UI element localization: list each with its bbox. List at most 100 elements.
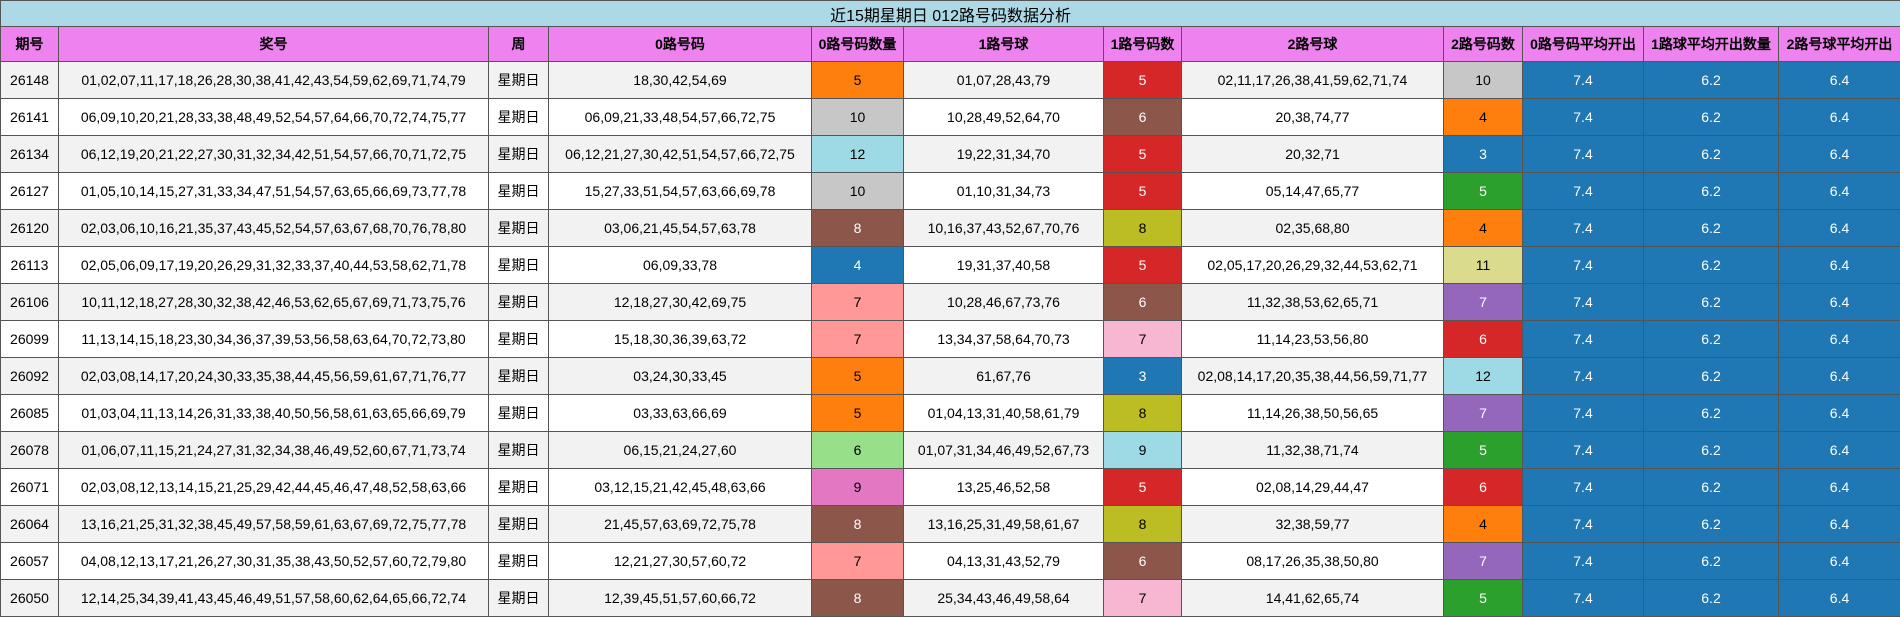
cell: 02,05,17,20,26,29,32,44,53,62,71 <box>1181 246 1444 284</box>
cell: 星期日 <box>488 542 549 580</box>
cell: 6.2 <box>1643 98 1779 136</box>
cell: 3 <box>1103 357 1182 395</box>
cell: 6 <box>1443 320 1523 358</box>
cell: 02,03,08,14,17,20,24,30,33,35,38,44,45,5… <box>58 357 489 395</box>
cell: 06,12,21,27,30,42,51,54,57,66,72,75 <box>548 135 812 173</box>
cell: 11,14,26,38,50,56,65 <box>1181 394 1444 432</box>
column-header: 1路号球 <box>903 26 1104 62</box>
cell: 06,15,21,24,27,60 <box>548 431 812 469</box>
cell: 10,16,37,43,52,67,70,76 <box>903 209 1104 247</box>
column-header: 0路号码 <box>548 26 812 62</box>
cell: 03,33,63,66,69 <box>548 394 812 432</box>
cell: 13,34,37,58,64,70,73 <box>903 320 1104 358</box>
cell: 26120 <box>0 209 59 247</box>
cell: 6.2 <box>1643 394 1779 432</box>
table-title: 近15期星期日 012路号码数据分析 <box>0 0 1900 27</box>
cell: 7.4 <box>1522 468 1644 506</box>
cell: 20,38,74,77 <box>1181 98 1444 136</box>
cell: 06,09,21,33,48,54,57,66,72,75 <box>548 98 812 136</box>
cell: 8 <box>811 579 904 617</box>
cell: 01,05,10,14,15,27,31,33,34,47,51,54,57,6… <box>58 172 489 210</box>
data-row: 26106 10,11,12,18,27,28,30,32,38,42,46,53… <box>0 283 1900 321</box>
cell: 6 <box>811 431 904 469</box>
cell: 3 <box>1443 135 1523 173</box>
cell: 6.2 <box>1643 209 1779 247</box>
cell: 7 <box>1103 579 1182 617</box>
cell: 9 <box>1103 431 1182 469</box>
cell: 02,03,08,12,13,14,15,21,25,29,42,44,45,4… <box>58 468 489 506</box>
cell: 26134 <box>0 135 59 173</box>
cell: 6.2 <box>1643 468 1779 506</box>
cell: 5 <box>1103 172 1182 210</box>
cell: 14,41,62,65,74 <box>1181 579 1444 617</box>
cell: 13,25,46,52,58 <box>903 468 1104 506</box>
cell: 6 <box>1443 468 1523 506</box>
cell: 7.4 <box>1522 209 1644 247</box>
cell: 02,35,68,80 <box>1181 209 1444 247</box>
cell: 7 <box>1103 320 1182 358</box>
cell: 9 <box>811 468 904 506</box>
cell: 6.4 <box>1777 172 1900 210</box>
cell: 6 <box>1103 542 1182 580</box>
cell: 7.4 <box>1522 320 1644 358</box>
cell: 26113 <box>0 246 59 284</box>
cell: 19,22,31,34,70 <box>903 135 1104 173</box>
cell: 星期日 <box>488 209 549 247</box>
cell: 6.2 <box>1643 172 1779 210</box>
cell: 01,06,07,11,15,21,24,27,31,32,34,38,46,4… <box>58 431 489 469</box>
cell: 6.4 <box>1777 246 1900 284</box>
cell: 02,08,14,17,20,35,38,44,56,59,71,77 <box>1181 357 1444 395</box>
cell: 8 <box>811 505 904 543</box>
data-row: 26071 02,03,08,12,13,14,15,21,25,29,42,44… <box>0 468 1900 506</box>
cell: 7.4 <box>1522 283 1644 321</box>
cell: 星期日 <box>488 320 549 358</box>
cell: 星期日 <box>488 98 549 136</box>
cell: 5 <box>811 357 904 395</box>
data-row: 26057 04,08,12,13,17,21,26,27,30,31,35,38… <box>0 542 1900 580</box>
cell: 10 <box>811 172 904 210</box>
cell: 8 <box>1103 209 1182 247</box>
cell: 26148 <box>0 61 59 99</box>
cell: 01,02,07,11,17,18,26,28,30,38,41,42,43,5… <box>58 61 489 99</box>
cell: 8 <box>811 209 904 247</box>
cell: 5 <box>1103 135 1182 173</box>
header-row: 期号 奖号周 0路号码 0路号码数量 1路号球 1路号码数 2路号球 2路号码数 0路号码平均开… <box>0 26 1900 62</box>
cell: 5 <box>1443 431 1523 469</box>
cell: 13,16,21,25,31,32,38,45,49,57,58,59,61,6… <box>58 505 489 543</box>
data-row: 26099 11,13,14,15,18,23,30,34,36,37,39,53… <box>0 320 1900 358</box>
data-row: 26050 12,14,25,34,39,41,43,45,46,49,51,57… <box>0 579 1900 617</box>
cell: 12,21,27,30,57,60,72 <box>548 542 812 580</box>
cell: 7.4 <box>1522 357 1644 395</box>
cell: 7 <box>1443 283 1523 321</box>
cell: 6.4 <box>1777 135 1900 173</box>
cell: 7 <box>811 283 904 321</box>
cell: 02,03,06,10,16,21,35,37,43,45,52,54,57,6… <box>58 209 489 247</box>
cell: 7.4 <box>1522 431 1644 469</box>
cell: 7.4 <box>1522 172 1644 210</box>
cell: 6.4 <box>1777 61 1900 99</box>
cell: 7.4 <box>1522 394 1644 432</box>
cell: 26092 <box>0 357 59 395</box>
cell: 6.2 <box>1643 542 1779 580</box>
cell: 6.4 <box>1777 320 1900 358</box>
cell: 11,14,23,53,56,80 <box>1181 320 1444 358</box>
cell: 15,27,33,51,54,57,63,66,69,78 <box>548 172 812 210</box>
cell: 25,34,43,46,49,58,64 <box>903 579 1104 617</box>
cell: 星期日 <box>488 505 549 543</box>
cell: 6.4 <box>1777 394 1900 432</box>
column-header: 奖号 <box>58 26 489 62</box>
cell: 10 <box>1443 61 1523 99</box>
data-row: 26064 13,16,21,25,31,32,38,45,49,57,58,59… <box>0 505 1900 543</box>
cell: 02,05,06,09,17,19,20,26,29,31,32,33,37,4… <box>58 246 489 284</box>
column-header: 0路号码平均开出 <box>1522 26 1644 62</box>
cell: 26099 <box>0 320 59 358</box>
cell: 5 <box>1103 468 1182 506</box>
column-header: 1路球平均开出数量 <box>1643 26 1779 62</box>
data-row: 26092 02,03,08,14,17,20,24,30,33,35,38,44… <box>0 357 1900 395</box>
cell: 星期日 <box>488 172 549 210</box>
cell: 7 <box>811 542 904 580</box>
cell: 01,03,04,11,13,14,26,31,33,38,40,50,56,5… <box>58 394 489 432</box>
cell: 6.4 <box>1777 283 1900 321</box>
cell: 15,18,30,36,39,63,72 <box>548 320 812 358</box>
